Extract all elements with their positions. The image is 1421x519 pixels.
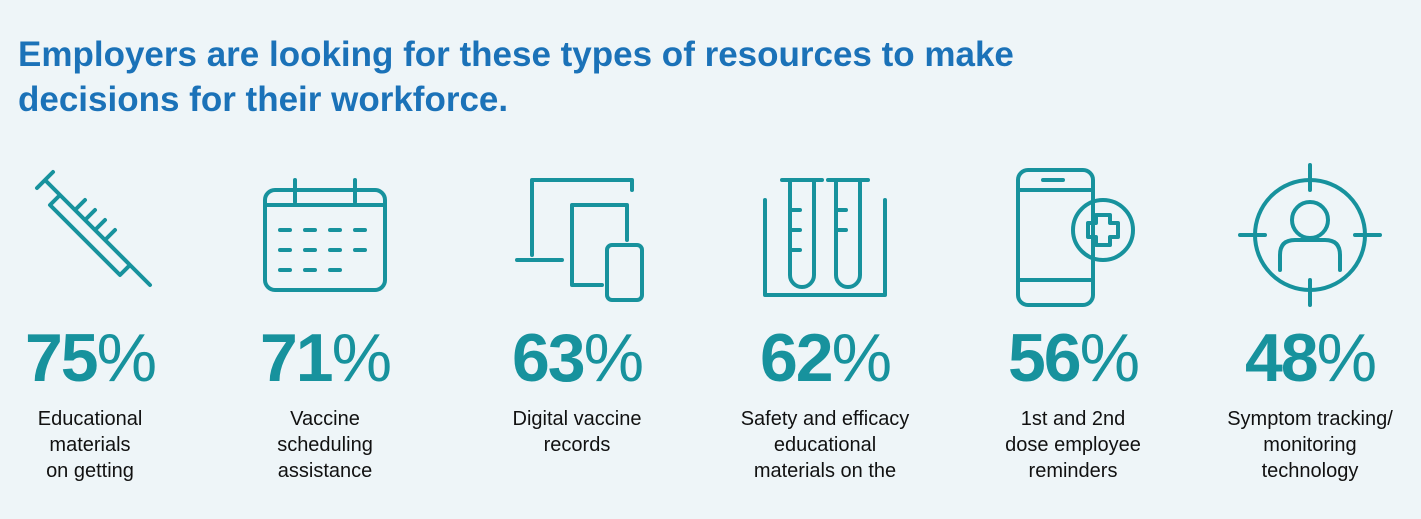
stat: 75% <box>0 318 210 398</box>
label-line: Vaccine <box>290 408 360 430</box>
icon <box>515 178 644 302</box>
label-line: Educational <box>37 408 143 430</box>
item: 75% Educational materials on getting <box>0 160 210 484</box>
icon <box>1016 168 1135 307</box>
item: 56% 1st and 2nd dose employee reminders <box>953 160 1193 484</box>
label-line: Safety and efficacy <box>740 408 910 430</box>
label-line: materials on the <box>753 460 897 482</box>
stat: 48% <box>1190 318 1421 398</box>
stat-value: 56 <box>1007 320 1082 396</box>
stat-label: Safety and efficacy educational materials … <box>705 406 945 484</box>
stat-label: 1st and 2nd dose employee reminders <box>953 406 1193 484</box>
label-line: materials <box>49 434 131 456</box>
icon <box>35 170 152 287</box>
stat: 56% <box>953 318 1193 398</box>
title-line: decisions for their workforce. <box>18 80 509 119</box>
stat: 63% <box>457 318 697 398</box>
stat-unit: % <box>96 320 157 396</box>
label-line: Symptom tracking/ <box>1227 408 1393 430</box>
stat-unit: % <box>1079 320 1140 396</box>
item: 48% Symptom tracking/monitoring technology <box>1190 160 1421 484</box>
label-line: technology <box>1261 460 1359 482</box>
stat: 62% <box>705 318 945 398</box>
label-line: 1st and 2nd <box>1020 408 1126 430</box>
item: 62% Safety and efficacy educational materia… <box>705 160 945 484</box>
item: 63% Digital vaccine records <box>457 160 697 458</box>
label-line: reminders <box>1028 460 1118 482</box>
icon <box>763 178 887 297</box>
stat-value: 71 <box>259 320 334 396</box>
stat-value: 75 <box>24 320 99 396</box>
stat-value: 62 <box>759 320 834 396</box>
label-line: scheduling <box>277 434 373 456</box>
stat-label: Symptom tracking/monitoring technology <box>1190 406 1421 484</box>
icon <box>263 178 387 292</box>
stat-value: 48 <box>1244 320 1319 396</box>
label-line: dose employee <box>1005 434 1141 456</box>
label-line: monitoring <box>1263 434 1357 456</box>
stat-value: 63 <box>511 320 586 396</box>
stat-unit: % <box>831 320 892 396</box>
title: Employers are looking for these types of… <box>18 32 1014 122</box>
stat-unit: % <box>1316 320 1377 396</box>
item: 71% Vaccine scheduling assistance <box>205 160 445 484</box>
label-line: records <box>543 434 611 456</box>
stat: 71% <box>205 318 445 398</box>
label-line: educational <box>773 434 877 456</box>
stat-unit: % <box>331 320 392 396</box>
stat-unit: % <box>583 320 644 396</box>
stat-label: Educational materials on getting <box>0 406 210 484</box>
stat-label: Vaccine scheduling assistance <box>205 406 445 484</box>
title-line: Employers are looking for these types of… <box>18 35 1014 74</box>
label-line: assistance <box>277 460 373 482</box>
stat-label: Digital vaccine records <box>457 406 697 458</box>
icon <box>1238 163 1382 307</box>
label-line: Digital vaccine <box>512 408 642 430</box>
label-line: on getting <box>46 460 134 482</box>
